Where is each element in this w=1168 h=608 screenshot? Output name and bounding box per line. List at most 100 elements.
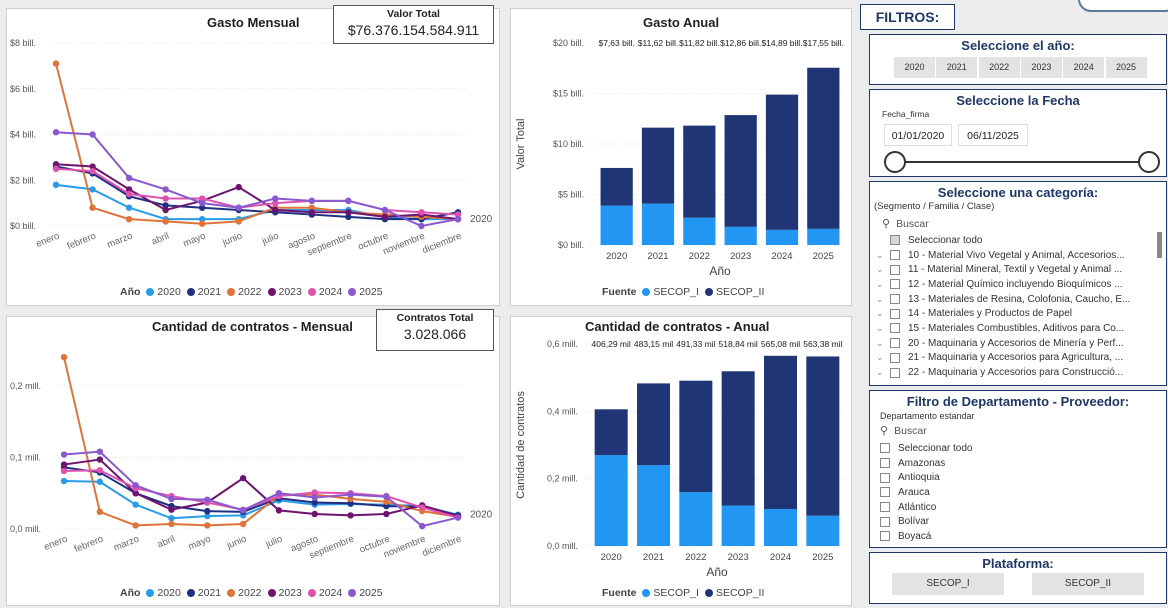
legend-item[interactable]: SECOP_II bbox=[704, 587, 765, 599]
legend-label: SECOP_II bbox=[715, 587, 765, 599]
category-search-input[interactable]: Buscar bbox=[896, 217, 929, 230]
checkbox[interactable] bbox=[890, 352, 900, 363]
data-point-2025 bbox=[204, 496, 211, 503]
legend-item[interactable]: SECOP_I bbox=[642, 286, 699, 298]
list-item[interactable]: Bolívar bbox=[880, 514, 1156, 529]
gasto-mensual-legend: Año 2020 2021 2022 2023 2024 2025 bbox=[120, 286, 389, 298]
departamento-search[interactable]: ⚲ Buscar bbox=[880, 424, 927, 438]
checkbox[interactable] bbox=[890, 250, 900, 261]
list-item[interactable]: ⌄ 20 - Maquinaria y Accesorios de Minería… bbox=[876, 336, 1156, 351]
x-tick-label: 2025 bbox=[813, 251, 834, 262]
legend-swatch bbox=[307, 288, 316, 296]
list-item[interactable]: ⌄ 11 - Material Mineral, Textil y Vegetal… bbox=[876, 262, 1156, 277]
list-item[interactable]: ⌄ 12 - Material Químico incluyendo Bioquí… bbox=[876, 277, 1156, 292]
list-item[interactable]: Seleccionar todo bbox=[876, 233, 1156, 248]
list-item[interactable]: Antioquia bbox=[880, 470, 1156, 485]
list-item[interactable]: ⌄ 21 - Maquinaria y Accesorios para Agric… bbox=[876, 351, 1156, 366]
y-tick-label: 0,0 mill. bbox=[547, 541, 578, 551]
data-point-2022 bbox=[125, 215, 133, 223]
legend-swatch bbox=[227, 288, 236, 296]
start-date-input[interactable]: 01/01/2020 bbox=[884, 124, 952, 146]
checkbox[interactable] bbox=[880, 472, 890, 483]
data-point-2025 bbox=[125, 174, 133, 182]
checkbox[interactable] bbox=[890, 338, 900, 349]
chevron-down-icon[interactable]: ⌄ bbox=[876, 308, 884, 319]
year-option-2025[interactable]: 2025 bbox=[1105, 57, 1147, 78]
checkbox[interactable] bbox=[880, 516, 890, 527]
year-option-2022[interactable]: 2022 bbox=[978, 57, 1020, 78]
checkbox[interactable] bbox=[890, 264, 900, 275]
plataforma-option-secop-i[interactable]: SECOP_I bbox=[892, 573, 1004, 595]
series-line-2022 bbox=[63, 356, 459, 527]
legend-item[interactable]: 2025 bbox=[348, 587, 383, 599]
checkbox[interactable] bbox=[890, 308, 900, 319]
corner-button[interactable] bbox=[1078, 0, 1168, 12]
chevron-down-icon[interactable]: ⌄ bbox=[876, 293, 884, 304]
list-item[interactable]: Amazonas bbox=[880, 456, 1156, 471]
chevron-down-icon[interactable]: ⌄ bbox=[876, 249, 884, 260]
list-item[interactable]: ⌄ 15 - Materiales Combustibles, Aditivos … bbox=[876, 321, 1156, 336]
data-point-2023 bbox=[168, 506, 175, 513]
series-end-label: 2020 bbox=[470, 510, 493, 521]
checkbox[interactable] bbox=[880, 487, 890, 498]
list-item[interactable]: ⌄ 13 - Materiales de Resina, Colofonia, C… bbox=[876, 292, 1156, 307]
end-date-input[interactable]: 06/11/2025 bbox=[958, 124, 1028, 146]
list-item[interactable]: ⌄ 22 - Maquinaria y Accesorios para Const… bbox=[876, 365, 1156, 380]
legend-item[interactable]: 2020 bbox=[146, 587, 181, 599]
year-option-2020[interactable]: 2020 bbox=[894, 57, 935, 78]
checkbox[interactable] bbox=[890, 294, 900, 305]
legend-item[interactable]: SECOP_II bbox=[704, 286, 764, 298]
category-scrollbar[interactable] bbox=[1157, 232, 1162, 258]
y-tick-label: $0 bill. bbox=[558, 240, 584, 250]
chevron-down-icon[interactable]: ⌄ bbox=[876, 264, 884, 275]
date-slider-end-handle[interactable] bbox=[1138, 151, 1160, 173]
legend-item[interactable]: 2023 bbox=[267, 587, 302, 599]
list-item[interactable]: Atlántico bbox=[880, 500, 1156, 515]
list-item[interactable]: ⌄ 14 - Materiales y Productos de Papel bbox=[876, 306, 1156, 321]
chevron-down-icon[interactable]: ⌄ bbox=[876, 278, 884, 289]
checkbox[interactable] bbox=[880, 458, 890, 469]
checkbox[interactable] bbox=[880, 531, 890, 542]
legend-item[interactable]: 2025 bbox=[348, 286, 383, 298]
y-tick-label: $20 bill. bbox=[553, 38, 584, 48]
legend-item[interactable]: 2021 bbox=[186, 286, 221, 298]
legend-item[interactable]: 2024 bbox=[307, 587, 342, 599]
list-item[interactable]: Seleccionar todo bbox=[880, 441, 1156, 456]
checkbox[interactable] bbox=[890, 279, 900, 290]
checkbox[interactable] bbox=[890, 367, 900, 378]
data-point-2024 bbox=[89, 167, 96, 175]
legend-item[interactable]: 2020 bbox=[146, 286, 181, 298]
legend-item[interactable]: 2023 bbox=[267, 286, 302, 298]
year-option-2023[interactable]: 2023 bbox=[1020, 57, 1062, 78]
x-tick-label: 2022 bbox=[689, 251, 710, 262]
departamento-search-input[interactable]: Buscar bbox=[894, 424, 927, 437]
bar-total-label: $17,55 bill. bbox=[803, 38, 844, 48]
checkbox[interactable] bbox=[880, 502, 890, 513]
chevron-down-icon[interactable]: ⌄ bbox=[876, 367, 884, 378]
contratos-total-card: Contratos Total 3.028.066 bbox=[376, 309, 494, 351]
year-option-2024[interactable]: 2024 bbox=[1063, 57, 1105, 78]
plataforma-option-secop-ii[interactable]: SECOP_II bbox=[1032, 573, 1144, 595]
list-item[interactable]: Arauca bbox=[880, 485, 1156, 500]
chevron-down-icon[interactable]: ⌄ bbox=[876, 322, 884, 333]
chevron-down-icon[interactable]: ⌄ bbox=[876, 337, 884, 348]
legend-item[interactable]: 2022 bbox=[227, 286, 262, 298]
x-tick-label: abril bbox=[156, 534, 177, 551]
year-option-2021[interactable]: 2021 bbox=[936, 57, 978, 78]
y-tick-label: 0,4 mill. bbox=[547, 406, 578, 416]
legend-item[interactable]: 2022 bbox=[227, 587, 262, 599]
legend-item[interactable]: 2024 bbox=[307, 286, 342, 298]
date-slider-start-handle[interactable] bbox=[884, 151, 906, 173]
chevron-down-icon[interactable]: ⌄ bbox=[876, 352, 884, 363]
list-item[interactable]: Boyacá bbox=[880, 529, 1156, 544]
legend-item[interactable]: 2021 bbox=[186, 587, 221, 599]
list-item[interactable]: ⌄ 10 - Material Vivo Vegetal y Animal, Ac… bbox=[876, 248, 1156, 263]
checkbox[interactable] bbox=[880, 443, 890, 454]
data-point-2025 bbox=[132, 482, 139, 489]
category-search[interactable]: ⚲ Buscar bbox=[882, 217, 929, 231]
legend-item[interactable]: SECOP_I bbox=[642, 587, 699, 599]
y-tick-label: $8 bill. bbox=[10, 38, 36, 48]
checkbox[interactable] bbox=[890, 323, 900, 334]
checkbox[interactable] bbox=[890, 235, 900, 246]
data-point-2024 bbox=[418, 209, 425, 216]
